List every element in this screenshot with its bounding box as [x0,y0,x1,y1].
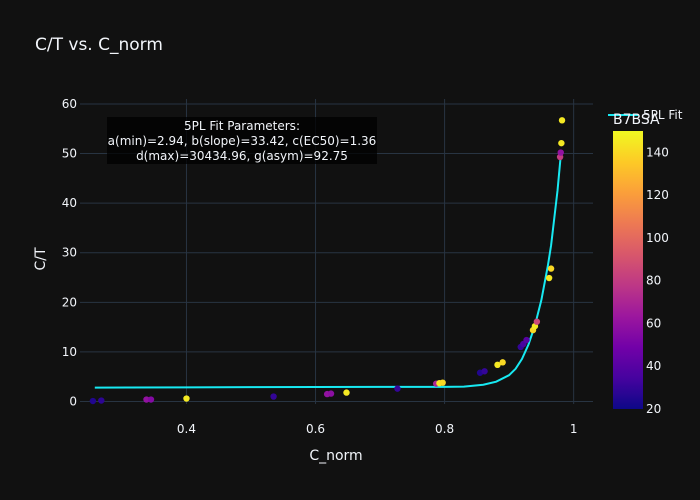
data-point [558,117,566,124]
data-point [394,385,401,392]
colorbar-ticks: 20 40 60 80 100 120 140 [646,145,669,416]
annotation-line-2: a(min)=2.94, b(slope)=33.42, c(EC50)=1.3… [108,134,377,148]
y-tick-label: 30 [62,246,77,260]
legend[interactable]: 5PL Fit [608,108,683,122]
colorbar-title: B7BSA [613,112,660,128]
legend-fit-label: 5PL Fit [643,108,683,122]
data-point [481,368,488,375]
colorbar-tick-label: 60 [646,316,661,330]
y-tick-label: 40 [62,196,77,210]
data-point [327,390,335,397]
y-tick-label: 50 [62,147,77,161]
data-point [270,393,277,400]
colorbar-tick-label: 40 [646,359,661,373]
data-point [533,318,541,325]
data-point [183,395,190,402]
data-point [147,396,155,403]
annotation-line-3: d(max)=30434.96, g(asym)=92.75 [136,149,348,163]
data-point [545,274,553,282]
data-point [439,379,446,386]
y-axis-ticks: 0 10 20 30 40 50 60 [62,97,77,409]
annotation-background [107,117,377,164]
y-tick-label: 0 [69,395,77,409]
colorbar [613,131,643,409]
y-tick-label: 60 [62,97,77,111]
fit-curve-line [94,155,562,389]
x-tick-label: 0.8 [435,422,454,436]
annotation-box: 5PL Fit Parameters: a(min)=2.94, b(slope… [107,117,377,164]
colorbar-tick-label: 120 [646,188,669,202]
data-point [343,389,350,396]
colorbar-tick-label: 20 [646,402,661,416]
x-axis-ticks: 0.4 0.6 0.8 1 [177,422,578,436]
data-point [143,396,150,403]
data-point [523,336,530,344]
colorbar-tick-label: 80 [646,274,661,288]
x-tick-label: 1 [570,422,578,436]
x-axis-label: C_norm [309,448,362,464]
x-tick-label: 0.6 [306,422,325,436]
colorbar-tick-label: 140 [646,145,669,159]
annotation-line-1: 5PL Fit Parameters: [184,119,300,133]
y-axis-label: C/T [33,247,49,270]
data-point [547,265,555,272]
x-tick-label: 0.4 [177,422,196,436]
data-point [89,397,97,405]
fit-curve-group [94,155,562,389]
y-tick-label: 10 [62,345,77,359]
data-point [494,361,501,369]
data-point [557,149,564,156]
data-points [89,117,566,405]
chart-title: C/T vs. C_norm [35,35,163,55]
colorbar-tick-label: 100 [646,231,669,245]
data-point [98,397,105,404]
y-tick-label: 20 [62,295,77,309]
data-point [558,139,565,147]
data-point [499,359,506,366]
